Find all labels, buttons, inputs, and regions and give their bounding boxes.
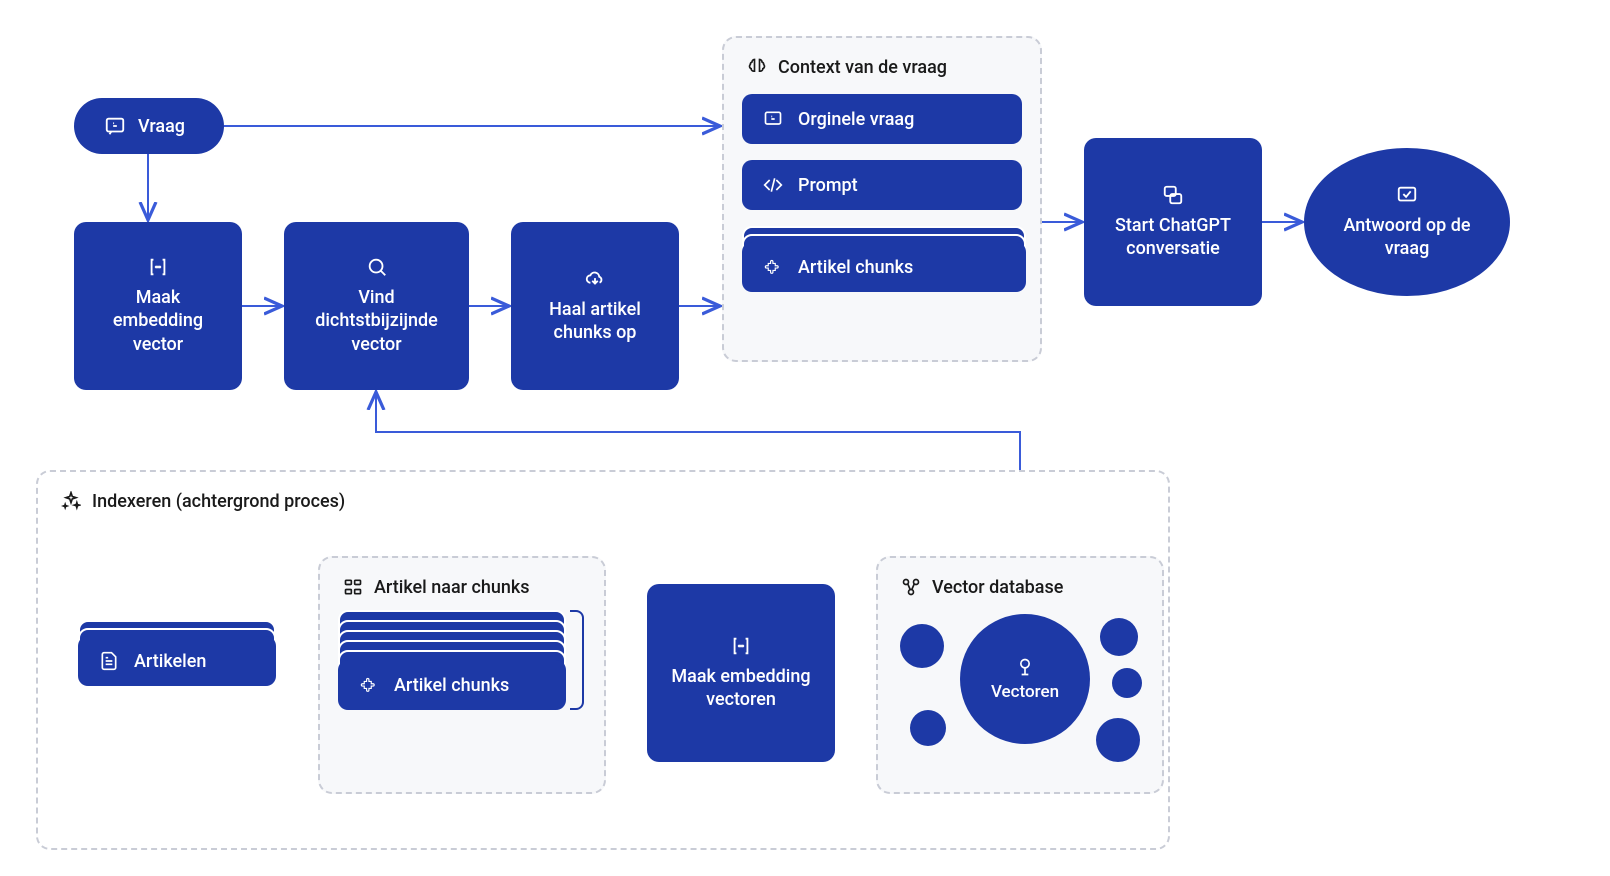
vector-db-viz: Vectoren: [878, 602, 1166, 792]
node-haal-label: Haal artikel chunks op: [527, 298, 663, 345]
question-icon: [762, 108, 784, 130]
node-answer-label: Antwoord op de vraag: [1324, 214, 1490, 261]
cloud-download-icon: [584, 268, 606, 290]
node-art-chunks2: Artikel chunks: [338, 660, 566, 710]
node-embed2: Maak embedding vectoren: [647, 584, 835, 762]
container-vectordb-header: Vector database: [878, 558, 1162, 602]
node-embed1: Maak embedding vector: [74, 222, 242, 390]
brackets-icon: [147, 256, 169, 278]
puzzle-icon: [358, 674, 380, 696]
node-vraag-label: Vraag: [138, 116, 185, 137]
sparkles-icon: [60, 490, 82, 512]
node-artikelen-label: Artikelen: [134, 651, 206, 672]
node-vind: Vind dichtstbijzijnde vector: [284, 222, 469, 390]
document-icon: [98, 650, 120, 672]
split-icon: [342, 576, 364, 598]
vectoren-label: Vectoren: [991, 682, 1059, 702]
vector-circle-small: [1100, 618, 1138, 656]
node-chunks: Artikel chunks: [742, 242, 1026, 292]
vector-circle-small: [1112, 668, 1142, 698]
question-icon: [104, 115, 126, 137]
container-context: Context van de vraag Orginele vraag Prom…: [722, 36, 1042, 362]
container-vectordb-label: Vector database: [932, 577, 1063, 598]
node-embed2-label: Maak embedding vectoren: [663, 665, 819, 712]
vector-circle-small: [1096, 718, 1140, 762]
container-indexeren-header: Indexeren (achtergrond proces): [38, 472, 1168, 522]
brackets-icon: [730, 635, 752, 657]
chat-icon: [1162, 184, 1184, 206]
node-haal: Haal artikel chunks op: [511, 222, 679, 390]
pin-icon: [1014, 656, 1036, 678]
check-chat-icon: [1396, 184, 1418, 206]
container-naar-chunks-header: Artikel naar chunks: [320, 558, 604, 604]
container-context-header: Context van de vraag: [724, 38, 1040, 88]
brain-icon: [746, 56, 768, 78]
node-orginele: Orginele vraag: [742, 94, 1022, 144]
container-naar-chunks: Artikel naar chunks Artikel chunks: [318, 556, 606, 794]
container-vectordb: Vector database Vectoren: [876, 556, 1164, 794]
vector-circle-small: [910, 710, 946, 746]
node-vind-label: Vind dichtstbijzijnde vector: [300, 286, 453, 356]
code-icon: [762, 174, 784, 196]
stack-bracket: [570, 610, 584, 710]
node-artikelen: Artikelen: [78, 636, 276, 686]
node-vraag: Vraag: [74, 98, 224, 154]
node-orginele-label: Orginele vraag: [798, 109, 914, 130]
node-answer: Antwoord op de vraag: [1304, 148, 1510, 296]
container-indexeren-label: Indexeren (achtergrond proces): [92, 491, 345, 512]
puzzle-icon: [762, 256, 784, 278]
node-chunks-label: Artikel chunks: [798, 257, 913, 278]
node-embed1-label: Maak embedding vector: [90, 286, 226, 356]
container-context-label: Context van de vraag: [778, 57, 947, 78]
nodes-icon: [900, 576, 922, 598]
node-start: Start ChatGPT conversatie: [1084, 138, 1262, 306]
node-start-label: Start ChatGPT conversatie: [1100, 214, 1246, 261]
vector-circle-small: [900, 624, 944, 668]
node-prompt: Prompt: [742, 160, 1022, 210]
node-prompt-label: Prompt: [798, 175, 858, 196]
node-art-chunks2-label: Artikel chunks: [394, 675, 509, 696]
container-naar-chunks-label: Artikel naar chunks: [374, 577, 530, 598]
search-icon: [366, 256, 388, 278]
vector-circle-main: Vectoren: [960, 614, 1090, 744]
